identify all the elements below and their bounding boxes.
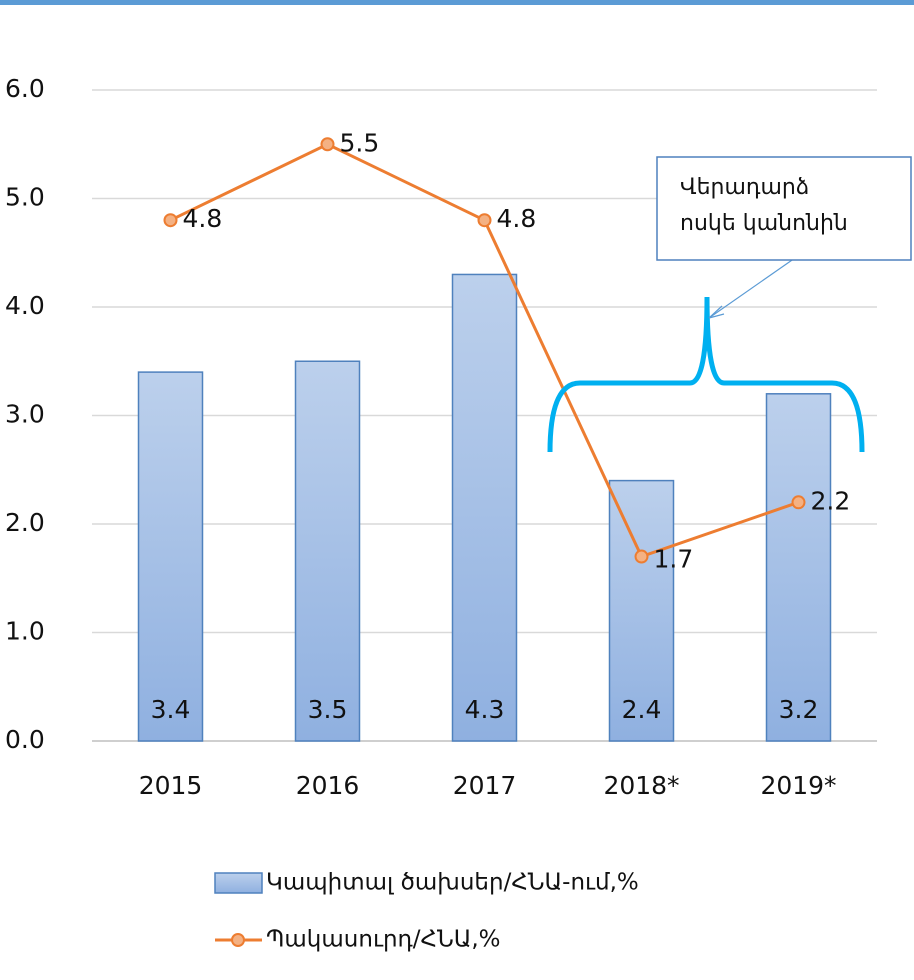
y-tick-label: 2.0 xyxy=(5,508,45,537)
y-tick-label: 3.0 xyxy=(5,400,45,429)
legend-label: Կապիտալ ծախսեր/ՀՆԱ-ում,% xyxy=(266,870,639,896)
line-marker xyxy=(634,549,649,564)
arrow-head xyxy=(708,305,725,319)
bar-value-label: 4.3 xyxy=(465,695,505,724)
bar-value-label: 3.2 xyxy=(779,695,819,724)
x-tick-label: 2015 xyxy=(139,771,203,800)
line-value-label: 1.7 xyxy=(654,545,694,574)
top-border xyxy=(0,0,914,5)
annotation-box xyxy=(656,156,912,261)
legend-swatch xyxy=(214,872,263,894)
annotation-arrow xyxy=(708,257,796,319)
y-tick-label: 1.0 xyxy=(5,617,45,646)
legend-label: Պակասուրդ/ՀՆԱ,% xyxy=(266,927,501,953)
line-value-label: 4.8 xyxy=(497,204,537,233)
line-value-label: 5.5 xyxy=(340,128,380,157)
bar-value-label: 3.4 xyxy=(151,695,191,724)
bar xyxy=(765,393,832,742)
bar-value-label: 3.5 xyxy=(308,695,348,724)
line-marker xyxy=(163,213,178,228)
annotation-text: ոսկե կանոնին xyxy=(680,211,848,236)
annotation-text: Վերադարձ xyxy=(680,175,809,200)
bar xyxy=(451,273,518,742)
line-marker xyxy=(477,213,492,228)
brace xyxy=(547,296,865,453)
line-value-label: 2.2 xyxy=(811,486,851,515)
bar xyxy=(294,360,361,742)
plot-area: 0.0 1.0 2.0 3.0 4.0 5.0 6.0 2015 2016 2017 2018* 20… xyxy=(5,74,877,800)
x-tick-label: 2018* xyxy=(603,771,679,800)
line-marker xyxy=(320,137,335,152)
y-tick-label: 0.0 xyxy=(5,725,45,754)
x-tick-label: 2017 xyxy=(453,771,517,800)
y-tick-label: 4.0 xyxy=(5,291,45,320)
y-tick-label: 5.0 xyxy=(5,183,45,212)
legend-marker xyxy=(231,933,245,947)
line-marker xyxy=(791,495,806,510)
x-tick-label: 2019* xyxy=(760,771,836,800)
bar xyxy=(137,371,204,742)
x-tick-label: 2016 xyxy=(296,771,360,800)
bar xyxy=(608,479,675,742)
bar-value-label: 2.4 xyxy=(622,695,662,724)
y-tick-label: 6.0 xyxy=(5,74,45,103)
line-value-label: 4.8 xyxy=(183,204,223,233)
